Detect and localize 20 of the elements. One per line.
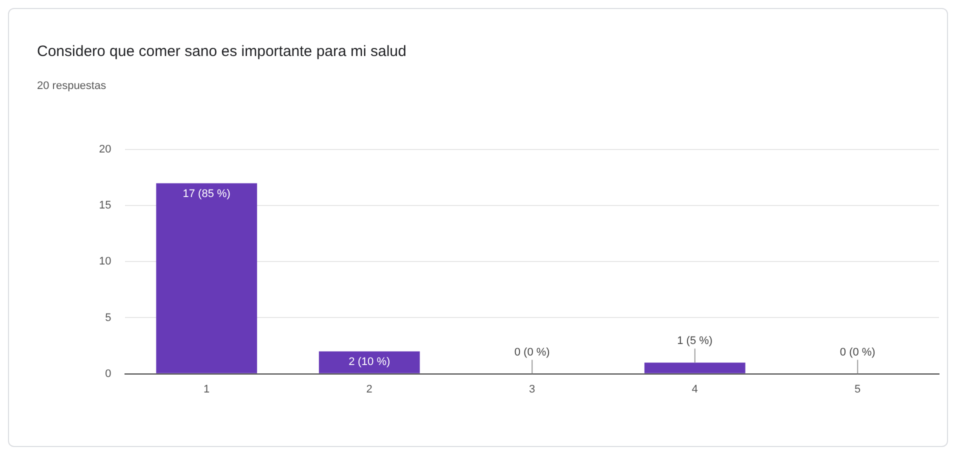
x-tick-label: 5: [854, 383, 861, 396]
data-label: 0 (0 %): [514, 346, 550, 358]
chart-title: Considero que comer sano es importante para mi salud: [37, 43, 406, 60]
data-label: 17 (85 %): [182, 188, 230, 200]
y-tick-label: 15: [98, 200, 112, 212]
y-tick-label: 20: [98, 144, 112, 156]
chart-subtitle: 20 respuestas: [37, 80, 106, 92]
x-tick-label: 2: [366, 383, 372, 396]
y-tick-label: 0: [105, 368, 112, 380]
bar: [318, 351, 420, 374]
data-label: 0 (0 %): [840, 346, 876, 358]
x-tick-label: 1: [204, 383, 210, 396]
x-tick-label: 4: [692, 383, 698, 396]
y-tick-label: 10: [98, 256, 112, 268]
data-label: 1 (5 %): [677, 335, 713, 348]
bar: [644, 362, 746, 374]
bar: [156, 183, 258, 374]
data-label: 2 (10 %): [348, 356, 390, 368]
x-tick-label: 3: [529, 383, 536, 396]
y-tick-label: 5: [105, 312, 112, 324]
